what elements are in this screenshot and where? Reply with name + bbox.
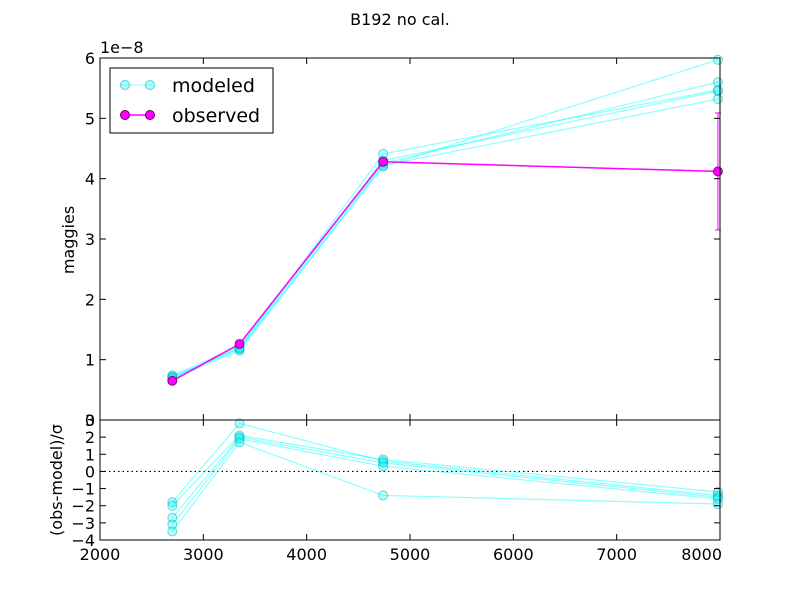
y-offset-label: 1e−8: [100, 38, 144, 57]
observed-series-line: [171, 161, 718, 382]
legend-modeled-marker: [120, 80, 130, 90]
residual-series-layer: [100, 418, 723, 537]
legend-modeled-label: modeled: [172, 75, 255, 97]
residual-point: [167, 512, 178, 523]
legend-modeled-marker: [145, 80, 155, 90]
residual-point: [712, 499, 723, 509]
residual-x-tick-label: 6000: [493, 545, 534, 564]
residual-y-tick-label: 3: [85, 411, 95, 430]
legend-observed-marker: [145, 110, 155, 120]
residual-series-line: [171, 436, 718, 519]
residual-y-tick-label: −1: [71, 480, 95, 499]
residual-point: [378, 457, 389, 468]
main-y-tick-label: 3: [85, 230, 95, 249]
residual-point: [167, 500, 178, 511]
legend-observed-marker: [120, 110, 130, 120]
main-series-layer: [167, 54, 723, 386]
residual-y-tick-label: −4: [71, 531, 95, 550]
main-panel: 0 1 2 3 4 5 6 1e−8 maggies modeled observed: [59, 38, 723, 430]
legend: modeled observed: [109, 67, 274, 134]
residual-x-tick-label: 2000: [80, 545, 121, 564]
main-y-tick-label: 5: [85, 109, 95, 128]
residual-point: [378, 454, 389, 465]
residual-x-tick-label: 4000: [286, 545, 327, 564]
residual-point: [378, 461, 389, 472]
residual-series-line: [171, 422, 718, 503]
main-y-tick-label: 4: [85, 170, 95, 189]
residual-series-line: [171, 434, 718, 507]
residual-point: [234, 433, 245, 444]
residual-x-tick-label: 7000: [596, 545, 637, 564]
legend-box: [109, 67, 274, 134]
legend-observed-label: observed: [172, 105, 260, 127]
residual-y-tick-label: −2: [71, 497, 95, 516]
residual-x-tick-label: 5000: [390, 545, 431, 564]
residual-y-tick-label: 2: [85, 428, 95, 447]
residual-y-tick-label: −3: [71, 514, 95, 533]
main-y-tick-label: 2: [85, 290, 95, 309]
modeled-point: [712, 54, 723, 65]
main-y-axis-label: maggies: [59, 206, 78, 274]
main-y-tick-label: 6: [85, 49, 95, 68]
residual-series-line: [171, 438, 718, 525]
residual-point: [167, 497, 178, 508]
residual-x-tick-label: 3000: [183, 545, 224, 564]
main-y-ticks: 0 1 2 3 4 5 6: [85, 49, 721, 430]
observed-point: [234, 339, 245, 349]
residual-series-line: [171, 441, 718, 532]
chart-title: B192 no cal.: [350, 10, 450, 29]
observed-point: [167, 375, 178, 386]
observed-point: [713, 166, 723, 177]
modeled-point: [712, 84, 723, 95]
residual-point: [167, 519, 178, 530]
observed-point: [378, 156, 389, 167]
residual-y-tick-label: 0: [85, 462, 95, 481]
modeled-point: [712, 94, 723, 105]
modeled-series-line: [172, 98, 719, 380]
residual-y-tick-label: 1: [85, 445, 95, 464]
residual-x-tick-label: 8000: [681, 545, 722, 564]
residual-point: [378, 490, 389, 501]
residual-point: [167, 526, 178, 537]
residual-y-axis-label: (obs-model)/σ: [47, 424, 66, 536]
main-y-tick-label: 0: [85, 411, 95, 430]
residual-point: [234, 437, 245, 448]
main-y-tick-label: 1: [85, 351, 95, 370]
residual-point: [234, 418, 245, 429]
